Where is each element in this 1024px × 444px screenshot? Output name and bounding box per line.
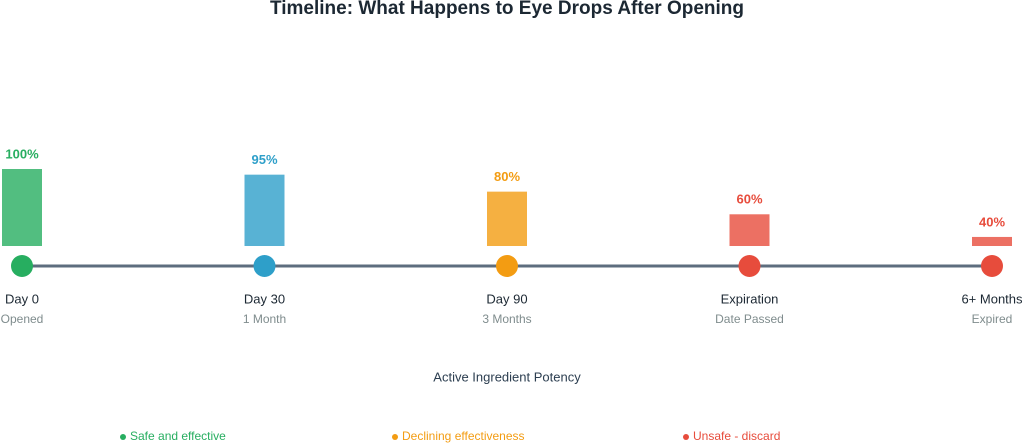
value-label: 95%: [251, 152, 277, 167]
bar: [972, 236, 1012, 246]
category-label: Expiration: [721, 291, 779, 306]
legend-label: Declining effectiveness: [402, 429, 525, 443]
value-label: 40%: [979, 214, 1005, 229]
category-label: Day 30: [244, 291, 285, 306]
marker: [11, 255, 33, 277]
marker: [496, 255, 518, 277]
marker: [738, 255, 761, 277]
marker: [981, 255, 1003, 277]
bar: [729, 214, 770, 246]
legend-bullet: [120, 434, 126, 440]
bar: [487, 191, 527, 246]
chart-title: Timeline: What Happens to Eye Drops Afte…: [270, 0, 744, 19]
category-subtitle: Date Passed: [715, 312, 784, 326]
value-label: 80%: [494, 169, 520, 184]
bar: [2, 169, 42, 246]
category-subtitle: Opened: [1, 312, 44, 326]
legend-label: Safe and effective: [130, 429, 226, 443]
value-label: 100%: [5, 146, 39, 161]
category-subtitle: Expired: [972, 312, 1013, 326]
marker: [253, 255, 276, 277]
category-label: 6+ Months: [961, 291, 1023, 306]
category-subtitle: 1 Month: [243, 312, 286, 326]
x-axis-label: Active Ingredient Potency: [433, 369, 581, 384]
category-subtitle: 3 Months: [482, 312, 531, 326]
bar: [244, 174, 285, 246]
value-label: 60%: [736, 192, 762, 207]
legend-bullet: [392, 434, 398, 440]
legend-label: Unsafe - discard: [693, 429, 780, 443]
legend-bullet: [683, 434, 689, 440]
category-label: Day 90: [486, 291, 527, 306]
category-label: Day 0: [5, 291, 39, 306]
